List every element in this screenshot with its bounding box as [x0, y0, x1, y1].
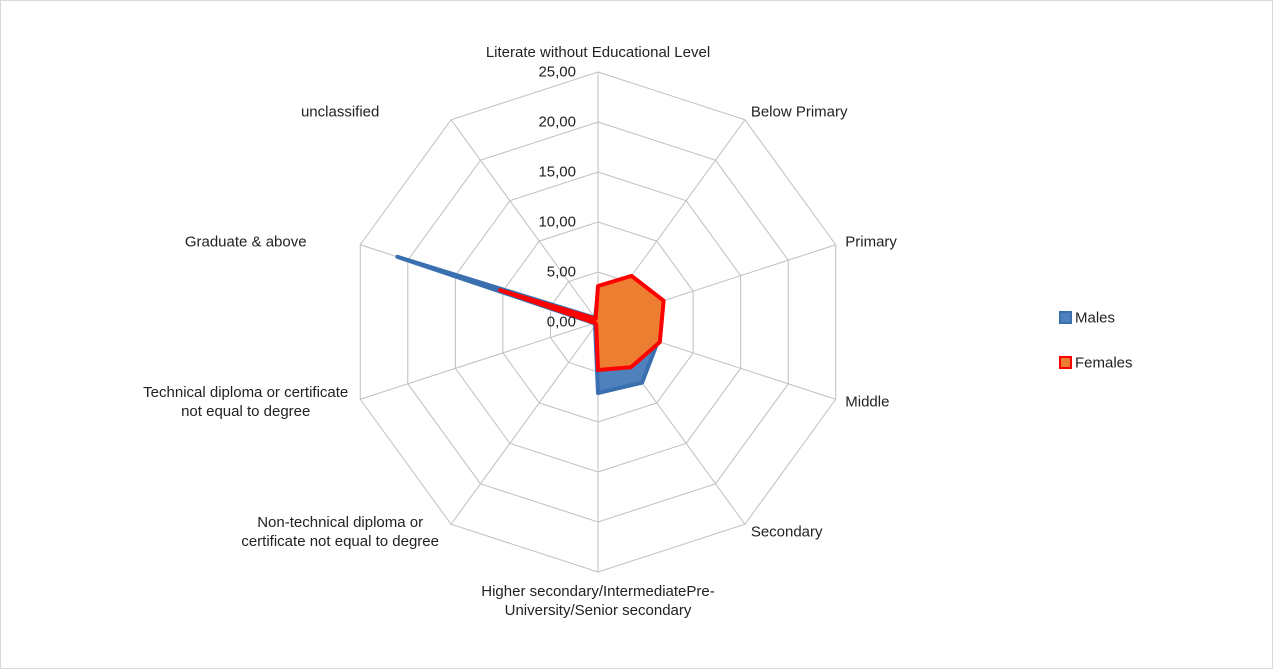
y-tick-label: 25,00 [538, 63, 576, 81]
category-label: Higher secondary/IntermediatePre-Univers… [481, 583, 715, 619]
y-tick-label: 10,00 [538, 213, 576, 231]
y-tick-label: 0,00 [546, 313, 576, 331]
y-tick-label: 5,00 [546, 263, 576, 281]
y-tick-label: 15,00 [538, 163, 576, 181]
category-label: Secondary [750, 523, 823, 541]
legend-label: Males [1075, 309, 1116, 327]
category-label: unclassified [300, 103, 380, 121]
category-label: Primary [845, 233, 897, 251]
legend-swatch [1059, 356, 1072, 369]
legend-label: Females [1075, 354, 1133, 372]
category-label: Below Primary [750, 103, 848, 121]
spoke [450, 321, 599, 525]
legend-swatch [1059, 311, 1072, 324]
y-tick-label: 20,00 [538, 113, 576, 131]
category-label: Non-technical diploma or certificate not… [241, 514, 439, 551]
series-area [498, 273, 666, 372]
category-label: Technical diploma or certificate not equ… [143, 384, 349, 421]
spoke [450, 119, 599, 323]
spoke [360, 321, 599, 400]
category-label: Graduate & above [184, 233, 307, 251]
category-label: Literate without Educational Level [485, 44, 711, 61]
category-label: Middle [845, 393, 890, 411]
